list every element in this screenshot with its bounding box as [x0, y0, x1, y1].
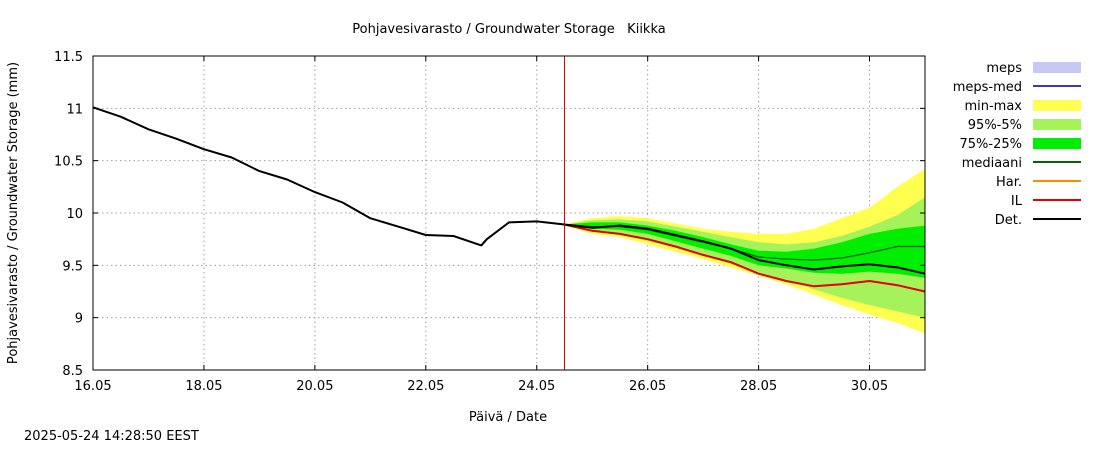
- legend-label-mediaani: mediaani: [962, 156, 1022, 171]
- legend: meps meps-med min-max 95%-5% 75%-25% mediaani…: [953, 61, 1081, 228]
- legend-label-p75-25: 75%-25%: [960, 137, 1022, 152]
- y-tick-label: 10: [66, 207, 83, 222]
- y-tick-label: 9: [75, 312, 83, 327]
- data-series: [92, 56, 926, 370]
- legend-swatch-p75-25: [1033, 138, 1081, 149]
- y-tick-label: 11.5: [54, 50, 83, 65]
- x-tick-label: 28.05: [740, 379, 777, 394]
- legend-label-p95-5: 95%-5%: [968, 118, 1022, 133]
- x-tick-label: 16.05: [74, 379, 111, 394]
- legend-label-il: IL: [1011, 194, 1023, 209]
- chart-title: Pohjavesivarasto / Groundwater Storage K…: [352, 22, 665, 37]
- legend-label-meps-med: meps-med: [953, 80, 1022, 95]
- y-tick-label: 10.5: [54, 155, 83, 170]
- legend-label-har: Har.: [996, 175, 1022, 190]
- legend-swatch-minmax: [1033, 100, 1081, 111]
- x-tick-label: 24.05: [518, 379, 555, 394]
- p75-25-band: [564, 222, 925, 278]
- x-axis-ticks: 16.05 18.05 20.05 22.05 24.05 26.05 28.05 30.05: [74, 56, 888, 394]
- x-tick-label: 22.05: [407, 379, 444, 394]
- y-axis-label: Pohjavesivarasto / Groundwater Storage (…: [6, 62, 21, 364]
- x-tick-label: 18.05: [185, 379, 222, 394]
- y-tick-label: 9.5: [62, 259, 83, 274]
- x-tick-label: 30.05: [851, 379, 888, 394]
- det-forecast-line: [564, 223, 926, 275]
- det-observed-line: [92, 106, 565, 247]
- x-tick-label: 20.05: [296, 379, 333, 394]
- generated-timestamp: 2025-05-24 14:28:50 EEST: [24, 429, 199, 444]
- x-axis-label: Päivä / Date: [469, 410, 547, 425]
- legend-label-meps: meps: [986, 61, 1022, 76]
- legend-label-det: Det.: [995, 213, 1022, 228]
- y-axis-ticks: 8.5 9 9.5 10 10.5 11 11.5: [54, 50, 925, 379]
- legend-label-minmax: min-max: [964, 99, 1022, 114]
- y-tick-label: 8.5: [62, 364, 83, 379]
- y-tick-label: 11: [66, 102, 83, 117]
- legend-swatch-p95-5: [1033, 119, 1081, 130]
- legend-swatch-meps: [1033, 62, 1081, 73]
- x-tick-label: 26.05: [629, 379, 666, 394]
- il-line: [564, 223, 926, 293]
